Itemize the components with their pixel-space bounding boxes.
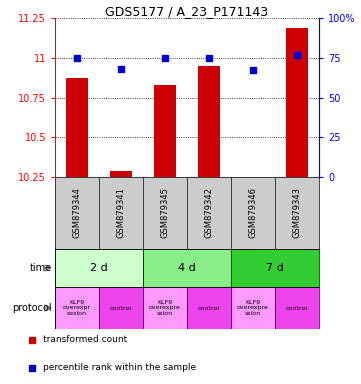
Text: transformed count: transformed count [43,336,127,344]
Text: KLF9
overexpr
ession: KLF9 overexpr ession [63,300,91,316]
Text: KLF9
overexpre
ssion: KLF9 overexpre ssion [149,300,181,316]
Bar [242,177,264,179]
Bar [55,249,143,287]
Bar [66,78,88,177]
Text: GSM879341: GSM879341 [117,187,126,238]
Text: 2 d: 2 d [90,263,108,273]
Bar [231,249,319,287]
Text: GSM879344: GSM879344 [73,187,82,238]
Bar [143,287,187,329]
Bar [110,170,132,177]
Title: GDS5177 / A_23_P171143: GDS5177 / A_23_P171143 [105,5,269,18]
Bar [143,249,231,287]
Text: control: control [286,306,308,311]
Text: GSM879342: GSM879342 [204,187,213,238]
Bar [187,287,231,329]
Bar [154,85,176,177]
Text: time: time [30,263,52,273]
Text: GSM879343: GSM879343 [292,187,301,238]
Bar [198,66,220,177]
Text: KLF9
overexpre
ssion: KLF9 overexpre ssion [237,300,269,316]
Text: GSM879345: GSM879345 [161,187,170,238]
Bar [286,28,308,177]
Bar [275,287,319,329]
Text: control: control [110,306,132,311]
Text: protocol: protocol [12,303,52,313]
Text: 4 d: 4 d [178,263,196,273]
Text: GSM879346: GSM879346 [248,187,257,238]
Bar [99,287,143,329]
Text: 7 d: 7 d [266,263,284,273]
Text: percentile rank within the sample: percentile rank within the sample [43,364,196,372]
Bar [231,287,275,329]
Text: control: control [198,306,220,311]
Bar [55,287,99,329]
